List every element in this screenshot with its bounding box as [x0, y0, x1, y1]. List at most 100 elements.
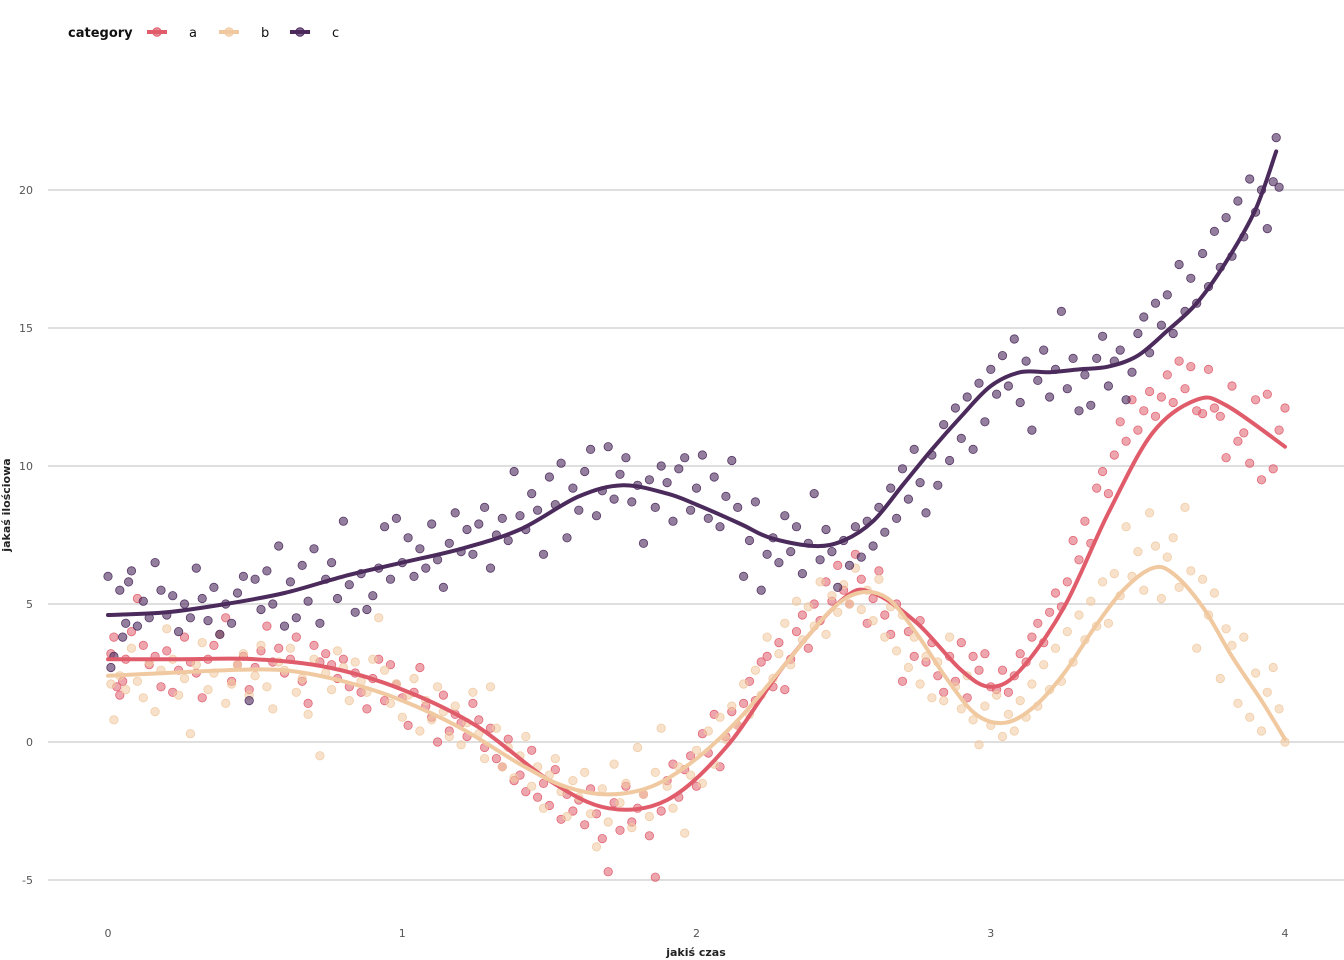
point-c [421, 563, 431, 573]
point-a [1280, 403, 1290, 413]
point-a [1262, 389, 1272, 399]
point-a [1074, 555, 1084, 565]
point-c [833, 582, 843, 593]
point-c [1003, 381, 1014, 391]
point-c [532, 505, 543, 515]
point-c [1198, 248, 1208, 259]
point-a [1092, 483, 1102, 493]
point-c [179, 599, 190, 609]
point-a [209, 640, 219, 651]
point-c [326, 557, 337, 568]
point-c [118, 632, 128, 642]
point-b [344, 695, 354, 706]
trend-lines [106, 149, 1287, 812]
point-a [856, 574, 866, 584]
point-b [1003, 709, 1014, 720]
point-a [1268, 464, 1278, 474]
point-b [221, 698, 231, 709]
point-c [538, 549, 549, 559]
point-b [644, 811, 655, 822]
point-a [903, 626, 914, 637]
point-c [497, 513, 507, 524]
point-c [1039, 345, 1049, 355]
point-b [509, 773, 519, 783]
point-b [568, 775, 578, 786]
point-a [262, 621, 272, 631]
point-c [721, 491, 731, 501]
point-a [615, 825, 625, 835]
point-c [1233, 196, 1243, 206]
point-b [944, 632, 955, 642]
trend-line-c [106, 149, 1279, 617]
point-c [1080, 370, 1090, 380]
point-c [126, 566, 137, 576]
point-c [262, 566, 272, 576]
point-a [221, 613, 231, 623]
point-b [262, 682, 272, 692]
point-a [738, 698, 749, 709]
point-b [868, 615, 878, 626]
point-a [1239, 428, 1249, 438]
point-b [738, 679, 749, 689]
point-b [297, 673, 307, 684]
point-b [368, 654, 378, 664]
point-a [580, 820, 590, 830]
point-b [485, 682, 496, 692]
point-b [479, 753, 490, 764]
legend-label-a: a [189, 26, 197, 41]
point-b [174, 690, 184, 700]
point-c [615, 469, 625, 479]
point-a [909, 651, 919, 662]
point-b [750, 665, 761, 675]
point-c [362, 604, 372, 615]
point-c [656, 461, 666, 471]
point-b [609, 759, 619, 769]
point-b [656, 723, 666, 733]
legend-key-point-c [295, 27, 305, 37]
point-c [197, 593, 207, 604]
point-b [179, 673, 190, 684]
point-c [250, 574, 260, 584]
point-c [115, 585, 125, 595]
y-tick-label: 5 [26, 598, 33, 611]
point-c [344, 580, 354, 590]
point-a [309, 640, 319, 651]
point-b [191, 660, 201, 670]
point-a [491, 753, 501, 764]
point-c [279, 621, 290, 631]
point-c [903, 494, 914, 504]
point-b [780, 618, 790, 628]
point-c [1156, 320, 1167, 330]
point-b [250, 671, 260, 681]
point-b [827, 591, 837, 601]
point-c [715, 522, 725, 532]
point-c [544, 472, 555, 482]
point-b [621, 778, 631, 789]
point-c [1045, 392, 1055, 402]
point-c [303, 596, 313, 606]
point-b [162, 624, 172, 634]
point-b [1162, 552, 1172, 562]
point-a [1045, 607, 1055, 617]
point-c [1086, 400, 1096, 410]
point-a [1156, 392, 1167, 402]
point-c [121, 618, 131, 628]
y-axis-ticks: -5 0 5 10 15 20 [19, 184, 33, 887]
point-c [915, 477, 925, 488]
x-tick-label: 1 [399, 927, 406, 940]
point-a [568, 806, 578, 816]
point-a [797, 610, 808, 620]
point-a [362, 704, 372, 714]
legend: category a b c [68, 26, 339, 41]
point-b [497, 762, 507, 772]
point-a [1233, 436, 1243, 446]
point-c [203, 615, 213, 626]
point-a [474, 715, 484, 725]
point-b [385, 698, 396, 709]
point-a [197, 693, 207, 703]
point-b [685, 770, 696, 780]
point-c [462, 524, 472, 535]
point-c [703, 513, 713, 524]
point-c [238, 571, 248, 582]
point-b [491, 723, 501, 733]
